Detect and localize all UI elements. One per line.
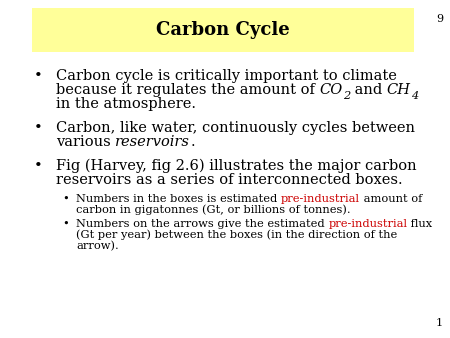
Text: arrow).: arrow). bbox=[76, 241, 119, 251]
Text: and: and bbox=[350, 83, 387, 97]
Text: 2: 2 bbox=[343, 91, 350, 101]
Text: various: various bbox=[56, 135, 115, 149]
Text: Carbon cycle is critically important to climate: Carbon cycle is critically important to … bbox=[56, 69, 397, 83]
Text: Numbers in the boxes is estimated: Numbers in the boxes is estimated bbox=[76, 194, 281, 204]
Bar bbox=[32, 8, 414, 52]
Text: carbon in gigatonnes (Gt, or billions of tonnes).: carbon in gigatonnes (Gt, or billions of… bbox=[76, 204, 351, 215]
Text: pre-industrial: pre-industrial bbox=[328, 219, 407, 229]
Text: amount of: amount of bbox=[360, 194, 422, 204]
Text: .: . bbox=[190, 135, 195, 149]
Text: Numbers on the arrows give the estimated: Numbers on the arrows give the estimated bbox=[76, 219, 328, 229]
Text: Carbon, like water, continuously cycles between: Carbon, like water, continuously cycles … bbox=[56, 121, 415, 135]
Text: 4: 4 bbox=[411, 91, 418, 101]
Text: CH: CH bbox=[387, 83, 411, 97]
Text: because it regulates the amount of: because it regulates the amount of bbox=[56, 83, 320, 97]
Text: •: • bbox=[62, 219, 69, 229]
Text: •: • bbox=[62, 194, 69, 204]
Text: Fig (Harvey, fig 2.6) illustrates the major carbon: Fig (Harvey, fig 2.6) illustrates the ma… bbox=[56, 159, 417, 173]
Text: 9: 9 bbox=[436, 14, 443, 24]
Text: 1: 1 bbox=[436, 318, 443, 328]
Text: reservoirs: reservoirs bbox=[115, 135, 190, 149]
Text: (Gt per year) between the boxes (in the direction of the: (Gt per year) between the boxes (in the … bbox=[76, 230, 397, 240]
Text: Carbon Cycle: Carbon Cycle bbox=[156, 21, 290, 39]
Text: •: • bbox=[34, 159, 43, 173]
Text: •: • bbox=[34, 121, 43, 135]
Text: in the atmosphere.: in the atmosphere. bbox=[56, 97, 196, 111]
Text: pre-industrial: pre-industrial bbox=[281, 194, 360, 204]
Text: flux: flux bbox=[407, 219, 432, 229]
Text: reservoirs as a series of interconnected boxes.: reservoirs as a series of interconnected… bbox=[56, 173, 403, 187]
Text: •: • bbox=[34, 69, 43, 83]
Text: CO: CO bbox=[320, 83, 343, 97]
